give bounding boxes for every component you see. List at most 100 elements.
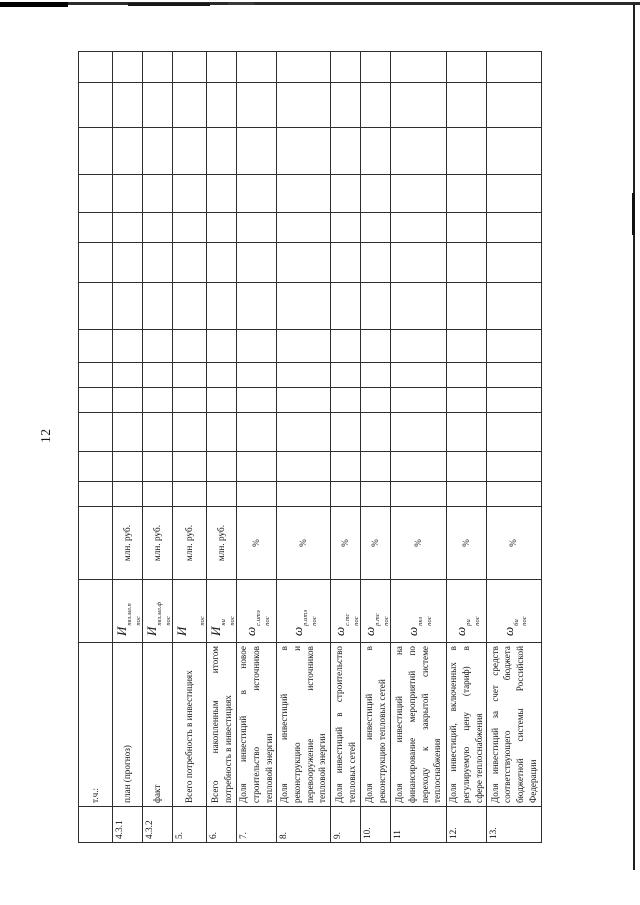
- description-cell: Доля инвестиций в строительство тепловых …: [330, 642, 361, 807]
- symbol-base: И: [174, 626, 189, 636]
- year-cell: [360, 412, 391, 452]
- symbol-subscript: пос: [521, 616, 529, 626]
- symbol-base: ω: [500, 626, 516, 636]
- year-cell: [78, 127, 113, 175]
- year-cell: [486, 387, 542, 413]
- year-cell: [330, 481, 361, 507]
- year-cell: [486, 82, 542, 128]
- unit-cell: млн. руб.: [142, 506, 173, 580]
- table-row: 13. Доля инвестиций за счет средств соотв…: [486, 51, 542, 843]
- year-cell: [236, 362, 277, 388]
- year-cell: [390, 212, 447, 243]
- year-cell: [390, 451, 447, 482]
- year-cell: [172, 362, 207, 388]
- year-cell: [446, 51, 487, 83]
- symbol-base: ω: [290, 626, 305, 636]
- symbol-cell: ω би пос: [486, 579, 542, 643]
- year-cell: [276, 82, 331, 128]
- symbol-subscript: пос: [198, 616, 206, 626]
- description-cell: факт: [142, 642, 173, 807]
- year-cell: [78, 212, 113, 243]
- year-cell: [486, 451, 542, 482]
- scan-artifact-edge: [128, 3, 210, 6]
- year-cell: [142, 412, 173, 452]
- year-cell: [446, 329, 487, 363]
- description-cell: Доля инвестиций в новое строительство ист…: [236, 642, 277, 807]
- year-cell: [142, 242, 173, 283]
- description-line: строительство источников: [251, 646, 262, 803]
- year-cell: [330, 412, 361, 452]
- description-line: план (прогноз): [122, 745, 133, 803]
- table-row: 12. Доля инвестиций, включенных в регулир…: [446, 51, 487, 843]
- description-line: Доля инвестиций в новое: [238, 646, 249, 803]
- symbol-subscript: пос: [473, 616, 481, 626]
- year-cell: [112, 51, 143, 83]
- symbol-cell: ω с.итэ пос: [236, 579, 277, 643]
- year-cell: [446, 451, 487, 482]
- symbol-cell: ω ри пос: [446, 579, 487, 643]
- year-cell: [236, 451, 277, 482]
- year-cell: [112, 387, 143, 413]
- description-line: реконструкцию и: [291, 646, 302, 803]
- year-cell: [206, 82, 237, 128]
- year-cell: [112, 412, 143, 452]
- year-cell: [236, 329, 277, 363]
- year-cell: [360, 387, 391, 413]
- row-number-cell: 4.3.2: [142, 806, 173, 843]
- year-cell: [172, 82, 207, 128]
- year-cell: [486, 174, 542, 213]
- year-cell: [236, 51, 277, 83]
- scan-artifact-edge: [631, 193, 635, 235]
- symbol-cell: ω р.итэ пос: [276, 579, 331, 643]
- year-cell: [236, 174, 277, 213]
- year-cell: [142, 451, 173, 482]
- scan-artifact-edge: [0, 2, 68, 8]
- year-cell: [486, 127, 542, 175]
- year-cell: [446, 282, 487, 330]
- symbol-superscript: с.итэ: [255, 610, 262, 626]
- table-row: 11 Доля инвестиций на финансирование меро…: [390, 51, 447, 843]
- description-cell: Доля инвестиций в реконструкцию и перевоор…: [276, 642, 331, 807]
- year-cell: [330, 174, 361, 213]
- row-number-cell: [78, 806, 113, 843]
- year-cell: [486, 362, 542, 388]
- year-cell: [360, 174, 391, 213]
- year-cell: [390, 127, 447, 175]
- year-cell: [330, 212, 361, 243]
- year-cell: [330, 362, 361, 388]
- year-cell: [112, 127, 143, 175]
- year-cell: [276, 51, 331, 83]
- year-cell: [78, 362, 113, 388]
- year-cell: [206, 242, 237, 283]
- description-cell: Доля инвестиций на финансирование меропри…: [390, 642, 447, 807]
- year-cell: [172, 387, 207, 413]
- year-cell: [112, 82, 143, 128]
- description-line: Доля инвестиций за счет средств: [489, 646, 500, 803]
- description-line: Доля инвестиций в строительство: [333, 646, 344, 803]
- year-cell: [390, 387, 447, 413]
- year-cell: [236, 242, 277, 283]
- year-cell: [360, 51, 391, 83]
- year-cell: [78, 451, 113, 482]
- year-cell: [112, 481, 143, 507]
- unit-cell: %: [236, 506, 277, 580]
- year-cell: [142, 282, 173, 330]
- year-cell: [142, 329, 173, 363]
- year-cell: [276, 362, 331, 388]
- symbol-cell: ω пкз пос: [390, 579, 447, 643]
- year-cell: [276, 212, 331, 243]
- year-cell: [330, 127, 361, 175]
- year-cell: [446, 412, 487, 452]
- description-cell: Доля инвестиций в реконструкцию тепловых …: [360, 642, 391, 807]
- description-line: сфере теплоснабжения: [473, 713, 484, 804]
- unit-cell: [78, 506, 113, 580]
- year-cell: [78, 282, 113, 330]
- year-cell: [172, 282, 207, 330]
- description-line: Всего накопленным итогом: [209, 646, 220, 803]
- year-cell: [236, 127, 277, 175]
- symbol-subscript: пос: [134, 616, 142, 626]
- year-cell: [78, 481, 113, 507]
